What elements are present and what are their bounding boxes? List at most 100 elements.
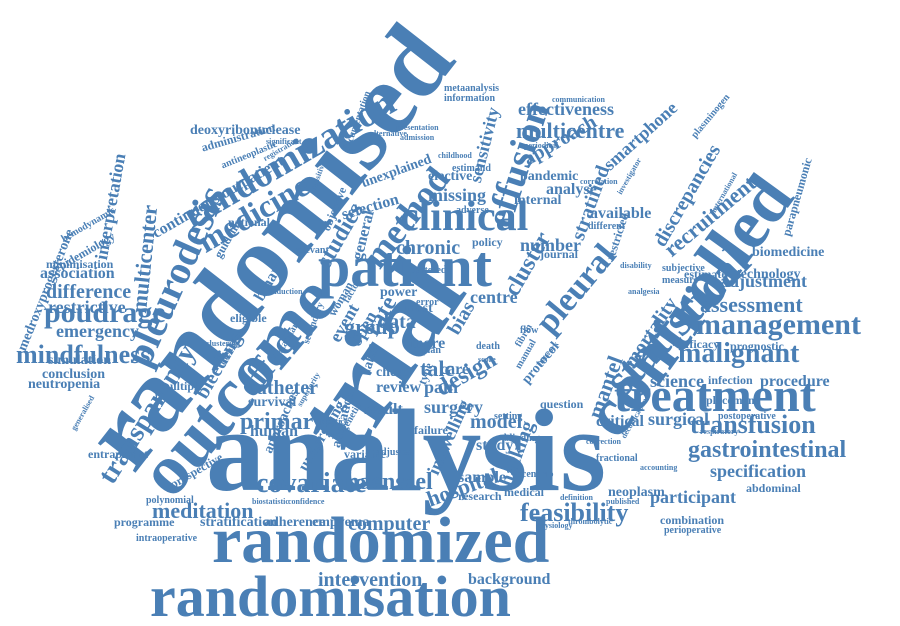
word: computer <box>348 513 431 535</box>
word: simulation <box>48 353 112 368</box>
word: confidence <box>288 497 325 506</box>
word: practice <box>320 417 348 426</box>
word: technology <box>736 267 801 282</box>
word: power <box>380 285 418 300</box>
word: randomized <box>212 504 550 577</box>
word: different <box>588 221 626 232</box>
word: failure <box>414 423 448 437</box>
word: management <box>696 308 861 341</box>
word: transfusion <box>690 410 816 439</box>
word: flow <box>520 325 539 336</box>
word: human <box>250 423 299 440</box>
word: placement <box>706 393 759 407</box>
word: elective <box>428 169 473 184</box>
word: adverse <box>456 205 489 216</box>
word: biomedicine <box>752 245 825 260</box>
word: childhood <box>438 151 472 160</box>
word: blinding <box>504 433 540 444</box>
word: adjustment <box>720 271 808 291</box>
word: efficacy <box>680 337 720 351</box>
word: talc <box>420 356 455 381</box>
word: neoplasm <box>608 485 665 500</box>
word: result <box>364 401 403 418</box>
word: effectiveness <box>518 99 614 119</box>
word: measure <box>662 275 698 286</box>
word: internal <box>514 193 562 208</box>
word: communication <box>552 95 605 104</box>
word: science <box>650 371 704 391</box>
word: sample <box>458 469 506 486</box>
word: clinical <box>400 194 529 240</box>
word: gastrointestinal <box>688 437 847 463</box>
word: stratification <box>200 515 277 530</box>
word: feasibility <box>520 498 629 527</box>
word: entrapment <box>88 447 148 461</box>
word: policy <box>472 235 503 249</box>
word: most <box>404 301 433 316</box>
word: correlation <box>580 177 618 186</box>
word: medical <box>504 485 544 499</box>
word: journal <box>540 247 579 261</box>
word: national <box>228 215 271 229</box>
word: programme <box>114 515 175 529</box>
word: specification <box>710 461 806 481</box>
word: research <box>458 489 502 503</box>
word: intervention <box>318 569 423 591</box>
word: assessment <box>700 292 803 317</box>
word: surgical <box>648 409 709 429</box>
word: postoperative <box>718 411 776 422</box>
word: published <box>606 497 640 506</box>
word: scenario <box>518 469 554 480</box>
word: alternative <box>370 129 407 138</box>
word: relevant <box>294 245 329 256</box>
word: malignant <box>678 338 800 369</box>
word: accounting <box>640 463 678 472</box>
word: eligible <box>230 311 267 325</box>
word: adjusted <box>376 447 413 458</box>
word: thrombolytic <box>568 517 613 526</box>
word: chronic <box>396 237 461 259</box>
word: haenszel <box>346 469 433 495</box>
word: surgery <box>424 397 483 417</box>
word: survival <box>248 395 297 410</box>
word: care <box>440 361 470 378</box>
word: subjective <box>662 263 705 274</box>
word: participant <box>650 487 737 507</box>
word: combination <box>660 513 725 527</box>
word: clustering <box>206 339 240 348</box>
word: model <box>470 411 523 433</box>
word: procedure <box>760 373 830 390</box>
word: difference <box>46 281 132 303</box>
word: information <box>444 93 496 104</box>
word: restrictive <box>48 297 126 317</box>
word: analysis <box>206 385 607 516</box>
word: correction <box>586 437 621 446</box>
word: intraoperative <box>136 533 198 544</box>
word: critical <box>596 413 644 430</box>
word: infection <box>708 373 753 387</box>
word: physiology <box>536 521 573 530</box>
word: primary <box>240 409 326 435</box>
word: analgesia <box>628 287 660 296</box>
word: estimand <box>452 163 491 174</box>
word: empyema <box>312 515 370 530</box>
word: centre <box>470 287 518 307</box>
word: missing <box>428 185 487 205</box>
word: covariate <box>256 468 367 499</box>
word: biostatistic <box>252 497 289 506</box>
word: patient <box>318 234 492 299</box>
word: plan <box>422 345 441 356</box>
word: data <box>378 311 416 333</box>
word: background <box>468 571 551 588</box>
word: error <box>416 297 439 308</box>
word: setting <box>494 411 523 422</box>
word: more <box>410 335 446 352</box>
word: definition <box>560 493 593 502</box>
word: significant <box>266 137 302 146</box>
word: conclusion <box>42 367 106 382</box>
word: estimate <box>684 267 727 281</box>
word: question <box>540 397 584 411</box>
word: pain <box>424 377 459 397</box>
word: analyse <box>546 181 597 198</box>
word: meditation <box>152 498 254 523</box>
